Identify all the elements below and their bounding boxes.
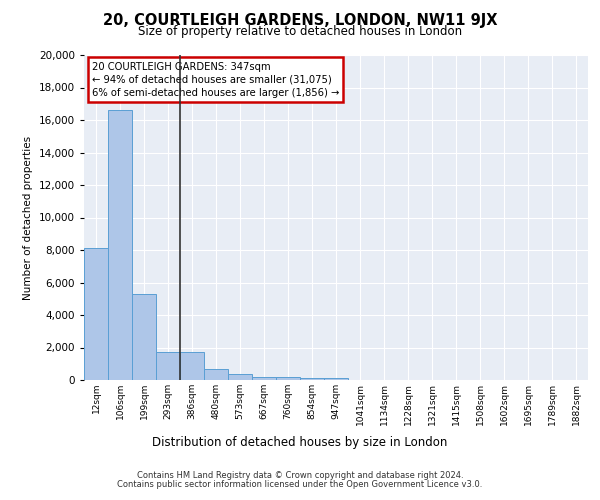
Text: Size of property relative to detached houses in London: Size of property relative to detached ho…	[138, 25, 462, 38]
Bar	[156, 352, 180, 380]
Text: Contains HM Land Registry data © Crown copyright and database right 2024.: Contains HM Land Registry data © Crown c…	[137, 471, 463, 480]
Bar	[276, 377, 300, 380]
Text: 20, COURTLEIGH GARDENS, LONDON, NW11 9JX: 20, COURTLEIGH GARDENS, LONDON, NW11 9JX	[103, 12, 497, 28]
Bar	[180, 352, 204, 380]
Bar	[252, 377, 276, 380]
Bar	[108, 110, 132, 380]
Y-axis label: Number of detached properties: Number of detached properties	[23, 136, 33, 300]
Text: Distribution of detached houses by size in London: Distribution of detached houses by size …	[152, 436, 448, 449]
Text: Contains public sector information licensed under the Open Government Licence v3: Contains public sector information licen…	[118, 480, 482, 489]
Bar	[300, 378, 324, 380]
Bar	[204, 370, 228, 380]
Bar	[324, 378, 348, 380]
Bar	[228, 374, 252, 380]
Text: 20 COURTLEIGH GARDENS: 347sqm
← 94% of detached houses are smaller (31,075)
6% o: 20 COURTLEIGH GARDENS: 347sqm ← 94% of d…	[92, 62, 339, 98]
Bar	[132, 294, 156, 380]
Bar	[84, 248, 108, 380]
